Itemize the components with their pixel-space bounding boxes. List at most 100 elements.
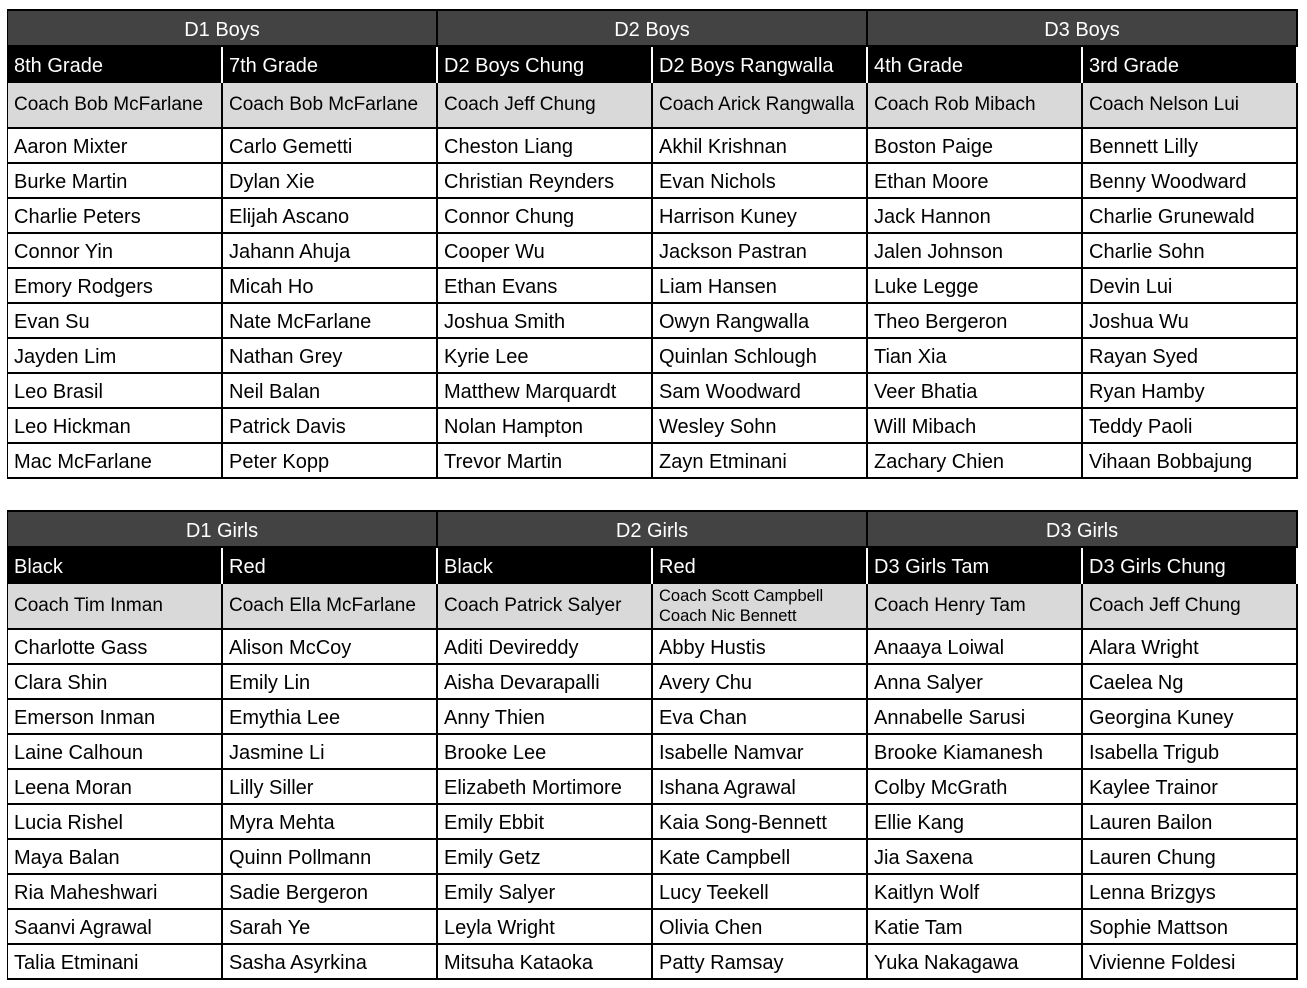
player-cell: Aditi Devireddy — [438, 630, 653, 665]
team-header: 7th Grade — [223, 47, 438, 83]
coach-cell: Coach Scott Campbell Coach Nic Bennett — [653, 584, 868, 630]
coach-name: Coach Ella McFarlane — [229, 595, 416, 616]
player-cell: Laine Calhoun — [8, 735, 223, 770]
player-cell: Elijah Ascano — [223, 199, 438, 234]
player-cell: Annabelle Sarusi — [868, 700, 1083, 735]
player-cell: Christian Reynders — [438, 164, 653, 199]
player-cell: Joshua Smith — [438, 304, 653, 339]
player-cell: Ethan Moore — [868, 164, 1083, 199]
player-cell: Abby Hustis — [653, 630, 868, 665]
player-cell: Anny Thien — [438, 700, 653, 735]
player-cell: Connor Yin — [8, 234, 223, 269]
coach-cell: Coach Arick Rangwalla — [653, 83, 868, 129]
player-cell: Devin Lui — [1083, 269, 1298, 304]
division-header: D1 Boys — [8, 11, 438, 47]
player-cell: Joshua Wu — [1083, 304, 1298, 339]
player-cell: Aisha Devarapalli — [438, 665, 653, 700]
player-cell: Georgina Kuney — [1083, 700, 1298, 735]
team-header: D2 Boys Rangwalla — [653, 47, 868, 83]
coach-name: Coach Tim Inman — [14, 595, 163, 616]
player-cell: Clara Shin — [8, 665, 223, 700]
player-cell: Emily Lin — [223, 665, 438, 700]
player-cell: Brooke Kiamanesh — [868, 735, 1083, 770]
division-header: D3 Boys — [868, 11, 1298, 47]
division-header: D2 Girls — [438, 512, 868, 548]
player-cell: Emily Salyer — [438, 875, 653, 910]
player-cell: Emythia Lee — [223, 700, 438, 735]
coach-name: Coach Nic Bennett — [659, 607, 797, 625]
coach-cell: Coach Patrick Salyer — [438, 584, 653, 630]
player-cell: Jalen Johnson — [868, 234, 1083, 269]
player-cell: Teddy Paoli — [1083, 409, 1298, 444]
player-cell: Luke Legge — [868, 269, 1083, 304]
coach-cell: Coach Rob Mibach — [868, 83, 1083, 129]
coach-name: Coach Arick Rangwalla — [659, 94, 855, 115]
team-header: 4th Grade — [868, 47, 1083, 83]
player-cell: Boston Paige — [868, 129, 1083, 164]
coach-name: Coach Bob McFarlane — [14, 94, 204, 115]
player-cell: Saanvi Agrawal — [8, 910, 223, 945]
player-cell: Jackson Pastran — [653, 234, 868, 269]
player-cell: Charlie Peters — [8, 199, 223, 234]
player-cell: Brooke Lee — [438, 735, 653, 770]
player-cell: Charlotte Gass — [8, 630, 223, 665]
player-cell: Zayn Etminani — [653, 444, 868, 479]
player-cell: Emerson Inman — [8, 700, 223, 735]
player-cell: Emily Getz — [438, 840, 653, 875]
girls-roster-table: D1 Girls D2 Girls D3 Girls Black Red Black Red… — [7, 510, 1298, 980]
player-cell: Mitsuha Kataoka — [438, 945, 653, 980]
player-cell: Kate Campbell — [653, 840, 868, 875]
player-cell: Avery Chu — [653, 665, 868, 700]
player-cell: Alison McCoy — [223, 630, 438, 665]
player-cell: Lauren Chung — [1083, 840, 1298, 875]
player-cell: Quinn Pollmann — [223, 840, 438, 875]
player-cell: Sasha Asyrkina — [223, 945, 438, 980]
player-cell: Burke Martin — [8, 164, 223, 199]
division-header: D2 Boys — [438, 11, 868, 47]
player-cell: Ethan Evans — [438, 269, 653, 304]
player-cell: Katie Tam — [868, 910, 1083, 945]
player-cell: Caelea Ng — [1083, 665, 1298, 700]
player-cell: Lucy Teekell — [653, 875, 868, 910]
player-cell: Neil Balan — [223, 374, 438, 409]
player-cell: Akhil Krishnan — [653, 129, 868, 164]
coach-name: Coach Patrick Salyer — [444, 595, 622, 616]
player-cell: Patty Ramsay — [653, 945, 868, 980]
player-cell: Leo Brasil — [8, 374, 223, 409]
player-cell: Carlo Gemetti — [223, 129, 438, 164]
player-cell: Talia Etminani — [8, 945, 223, 980]
coach-cell: Coach Jeff Chung — [438, 83, 653, 129]
player-cell: Bennett Lilly — [1083, 129, 1298, 164]
player-cell: Zachary Chien — [868, 444, 1083, 479]
player-cell: Benny Woodward — [1083, 164, 1298, 199]
player-cell: Anna Salyer — [868, 665, 1083, 700]
player-cell: Theo Bergeron — [868, 304, 1083, 339]
player-cell: Patrick Davis — [223, 409, 438, 444]
player-cell: Ishana Agrawal — [653, 770, 868, 805]
team-header: Red — [653, 548, 868, 584]
player-cell: Jack Hannon — [868, 199, 1083, 234]
player-cell: Sarah Ye — [223, 910, 438, 945]
player-cell: Yuka Nakagawa — [868, 945, 1083, 980]
player-cell: Charlie Grunewald — [1083, 199, 1298, 234]
player-cell: Rayan Syed — [1083, 339, 1298, 374]
player-cell: Isabelle Namvar — [653, 735, 868, 770]
player-cell: Vivienne Foldesi — [1083, 945, 1298, 980]
division-header: D1 Girls — [8, 512, 438, 548]
player-cell: Jayden Lim — [8, 339, 223, 374]
player-cell: Lucia Rishel — [8, 805, 223, 840]
player-cell: Sam Woodward — [653, 374, 868, 409]
coach-cell: Coach Bob McFarlane — [223, 83, 438, 129]
player-cell: Quinlan Schlough — [653, 339, 868, 374]
player-cell: Myra Mehta — [223, 805, 438, 840]
player-cell: Connor Chung — [438, 199, 653, 234]
coach-name: Coach Jeff Chung — [1089, 595, 1241, 616]
player-cell: Tian Xia — [868, 339, 1083, 374]
player-cell: Emory Rodgers — [8, 269, 223, 304]
player-cell: Cooper Wu — [438, 234, 653, 269]
player-cell: Lenna Brizgys — [1083, 875, 1298, 910]
player-cell: Matthew Marquardt — [438, 374, 653, 409]
player-cell: Nathan Grey — [223, 339, 438, 374]
player-cell: Sophie Mattson — [1083, 910, 1298, 945]
player-cell: Charlie Sohn — [1083, 234, 1298, 269]
